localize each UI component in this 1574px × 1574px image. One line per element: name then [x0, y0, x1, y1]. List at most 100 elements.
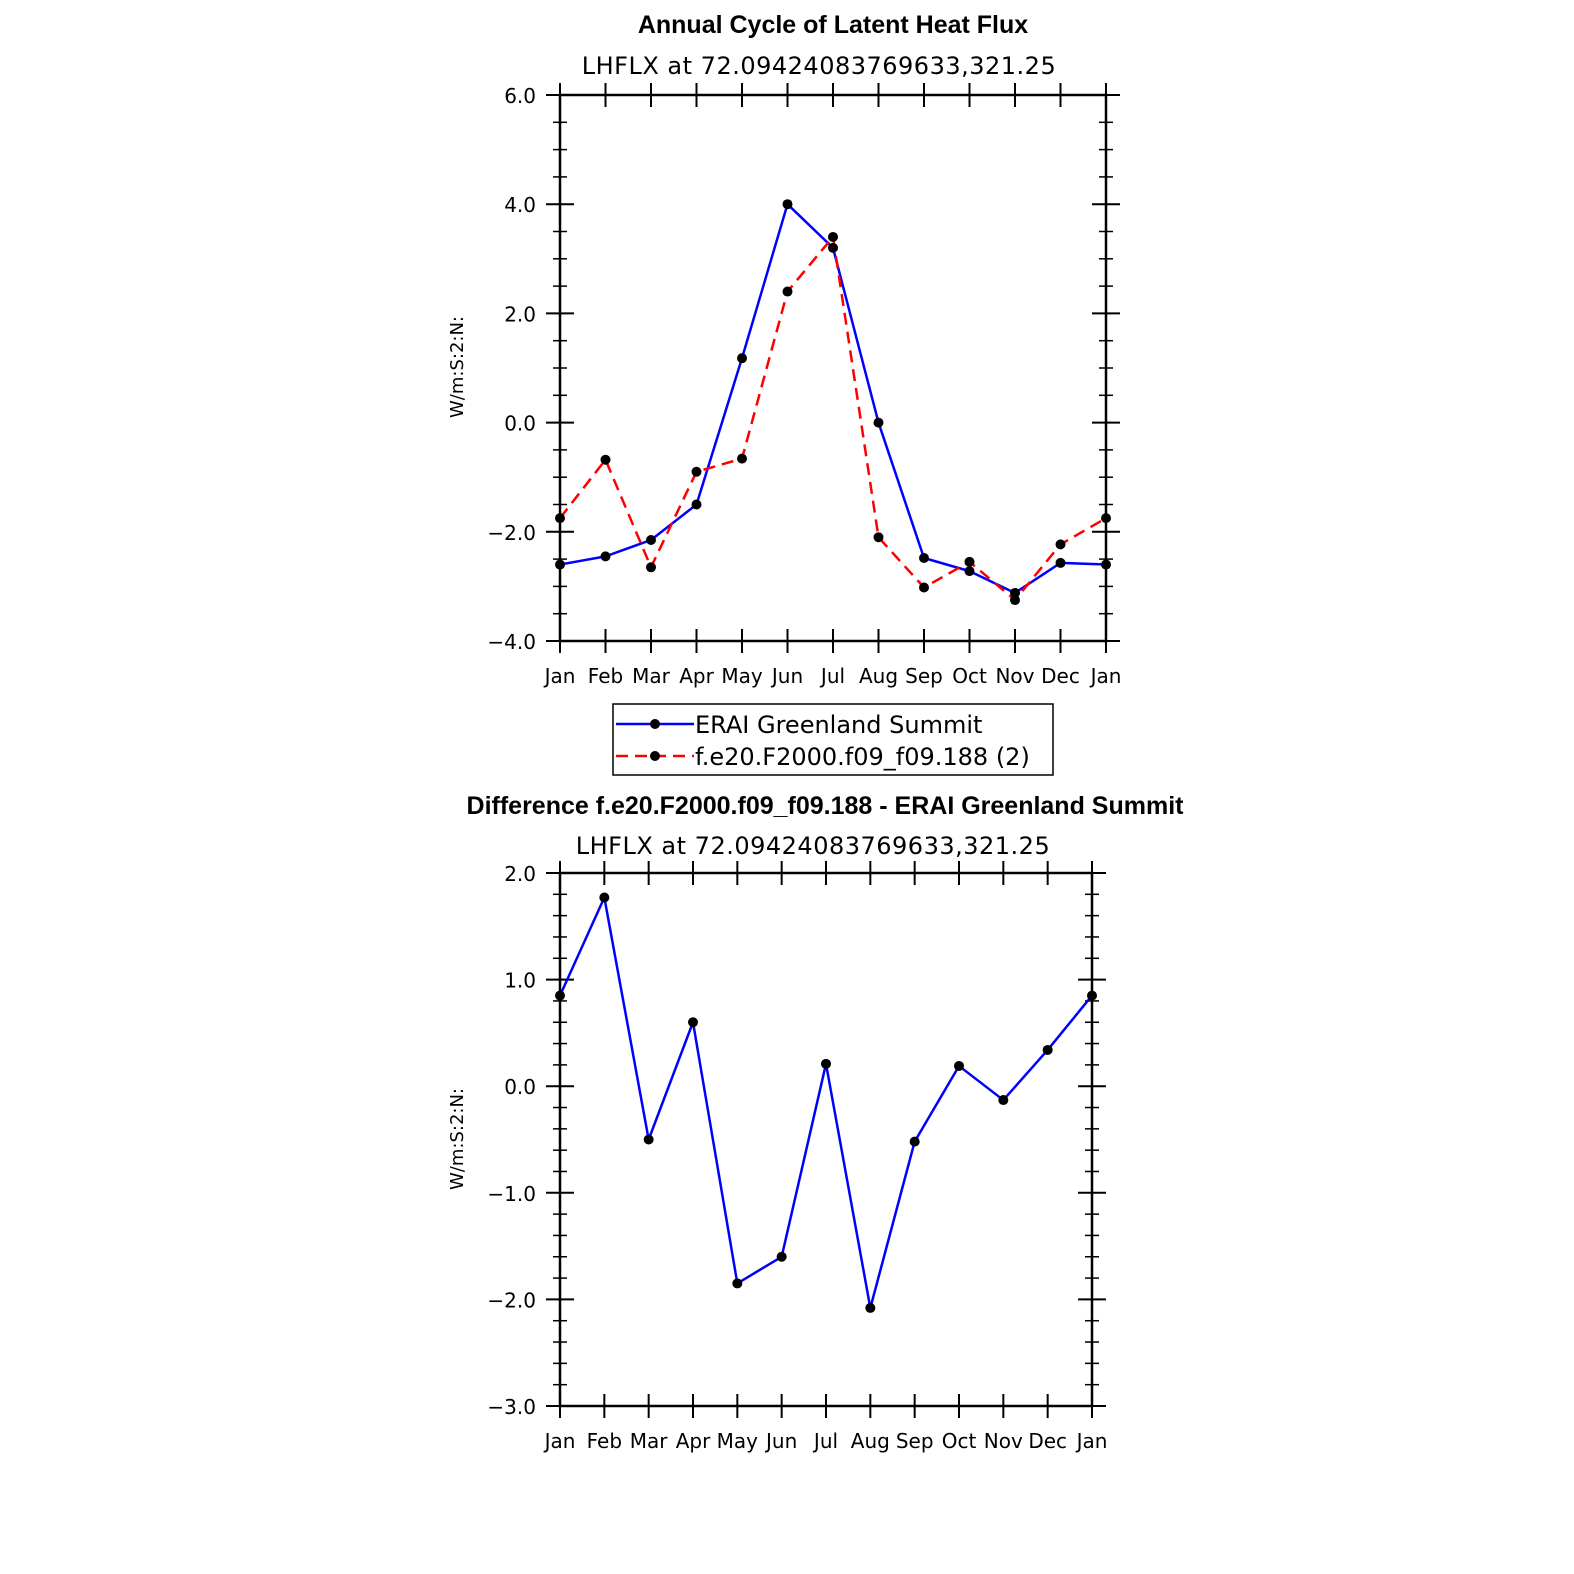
data-point-series-1 — [828, 231, 838, 242]
chart2-subtitle: LHFLX at 72.09424083769633,321.25 — [576, 832, 1050, 860]
data-point-series-0 — [776, 1251, 787, 1262]
data-point-series-0 — [1055, 557, 1066, 568]
series-line-0 — [558, 896, 1093, 1310]
data-point-series-0 — [732, 1278, 743, 1289]
chart2-title: Difference f.e20.F2000.f09_f09.188 - ERA… — [467, 792, 1185, 820]
data-point-series-1 — [737, 453, 747, 464]
legend-label-model: f.e20.F2000.f09_f09.188 (2) — [695, 743, 1030, 771]
y-tick-label: 1.0 — [504, 969, 536, 993]
chart1-subtitle: LHFLX at 72.09424083769633,321.25 — [582, 52, 1056, 80]
chart2-ylabel: W/m:S:2:N: — [447, 1088, 468, 1190]
y-tick-label: 0.0 — [504, 412, 536, 436]
x-tick-label: Feb — [588, 664, 623, 688]
data-point-series-1 — [646, 562, 656, 573]
data-point-series-0 — [646, 534, 656, 545]
data-point-series-0 — [1101, 559, 1111, 570]
data-point-series-0 — [555, 559, 565, 570]
data-point-series-1 — [1010, 595, 1020, 606]
data-point-series-0 — [821, 1058, 831, 1069]
chart2-x-tick-labels: Jan Feb Mar Apr May Jun Jul Aug Sep Oct Nov Dec Jan — [543, 1429, 1108, 1453]
legend-label-erai: ERAI Greenland Summit — [695, 711, 982, 739]
data-point-series-1 — [555, 513, 565, 524]
chart-difference: Difference f.e20.F2000.f09_f09.188 - ERA… — [447, 792, 1184, 1453]
y-tick-label: −2.0 — [487, 1288, 536, 1312]
y-tick-label: 6.0 — [504, 84, 536, 108]
chart1-series — [555, 199, 1111, 606]
plot-frame — [558, 871, 1094, 1408]
y-tick-label: −1.0 — [487, 1182, 536, 1206]
chart1-axes — [546, 83, 1120, 653]
x-tick-label: Oct — [952, 664, 987, 688]
data-point-series-0 — [1010, 587, 1020, 598]
chart1-legend: ERAI Greenland Summit f.e20.F2000.f09_f0… — [612, 703, 1054, 776]
x-tick-label: Nov — [984, 1429, 1023, 1453]
x-tick-label: Feb — [587, 1429, 622, 1453]
y-tick-label: 4.0 — [504, 193, 536, 217]
x-tick-label: Aug — [859, 664, 898, 688]
data-point-series-0 — [600, 551, 611, 562]
x-tick-label: Jan — [1075, 1429, 1108, 1453]
chart1-title: Annual Cycle of Latent Heat Flux — [638, 11, 1028, 39]
x-tick-label: Jan — [543, 664, 576, 688]
x-tick-label: Jan — [543, 1429, 576, 1453]
data-point-series-1 — [873, 532, 884, 543]
y-tick-label: 2.0 — [504, 862, 536, 886]
x-tick-label: Nov — [995, 664, 1034, 688]
data-point-series-0 — [555, 990, 565, 1001]
x-tick-label: Mar — [630, 1429, 669, 1453]
data-point-series-1 — [691, 466, 702, 477]
x-tick-label: Apr — [676, 1429, 711, 1453]
data-point-series-0 — [954, 1060, 964, 1071]
x-tick-label: May — [721, 664, 763, 688]
data-point-series-0 — [909, 1136, 920, 1147]
legend-marker-erai — [650, 719, 660, 729]
data-point-series-0 — [865, 1302, 876, 1313]
data-point-series-0 — [873, 417, 884, 428]
data-point-series-1 — [919, 582, 929, 593]
x-tick-label: Dec — [1041, 664, 1080, 688]
data-point-series-0 — [964, 566, 975, 577]
data-point-series-1 — [782, 286, 793, 297]
x-tick-label: May — [717, 1429, 759, 1453]
x-tick-label: Dec — [1028, 1429, 1067, 1453]
x-tick-label: Jun — [764, 1429, 797, 1453]
x-tick-label: Jul — [819, 664, 845, 688]
data-point-series-0 — [998, 1095, 1009, 1106]
legend-box — [612, 703, 1054, 776]
x-tick-label: Jan — [1089, 664, 1122, 688]
data-point-series-0 — [1087, 990, 1097, 1001]
data-point-series-0 — [599, 892, 610, 903]
chart-annual-cycle: Annual Cycle of Latent Heat Flux LHFLX a… — [447, 11, 1122, 776]
plot-frame — [558, 93, 1108, 643]
series-line-0 — [559, 202, 1107, 595]
chart1-y-tick-labels: −4.0 −2.0 0.0 2.0 4.0 6.0 — [487, 84, 536, 654]
series-line-1 — [559, 235, 1107, 602]
y-tick-label: −2.0 — [487, 521, 536, 545]
legend-marker-model — [650, 751, 660, 761]
data-point-series-0 — [828, 242, 838, 253]
x-tick-label: Jul — [812, 1429, 838, 1453]
chart1-x-tick-labels: Jan Feb Mar Apr May Jun Jul Aug Sep Oct Nov Dec Jan — [543, 664, 1122, 688]
data-point-series-0 — [737, 353, 747, 364]
y-tick-label: 0.0 — [504, 1075, 536, 1099]
chart2-y-tick-labels: −3.0 −2.0 −1.0 0.0 1.0 2.0 — [487, 862, 536, 1419]
data-point-series-1 — [964, 556, 975, 567]
data-point-series-0 — [691, 499, 702, 510]
data-point-series-0 — [1042, 1044, 1053, 1055]
x-tick-label: Oct — [942, 1429, 977, 1453]
data-point-series-1 — [1055, 539, 1066, 550]
x-tick-label: Aug — [851, 1429, 890, 1453]
x-tick-label: Jun — [770, 664, 803, 688]
data-point-series-0 — [782, 199, 793, 210]
y-tick-label: −3.0 — [487, 1395, 536, 1419]
data-point-series-1 — [1101, 513, 1111, 524]
x-tick-label: Mar — [632, 664, 671, 688]
data-point-series-0 — [919, 553, 929, 564]
data-point-series-0 — [643, 1134, 654, 1145]
y-tick-label: −4.0 — [487, 630, 536, 654]
chart2-axes — [546, 861, 1106, 1418]
x-tick-label: Sep — [896, 1429, 934, 1453]
y-tick-label: 2.0 — [504, 302, 536, 326]
x-tick-label: Sep — [905, 664, 943, 688]
